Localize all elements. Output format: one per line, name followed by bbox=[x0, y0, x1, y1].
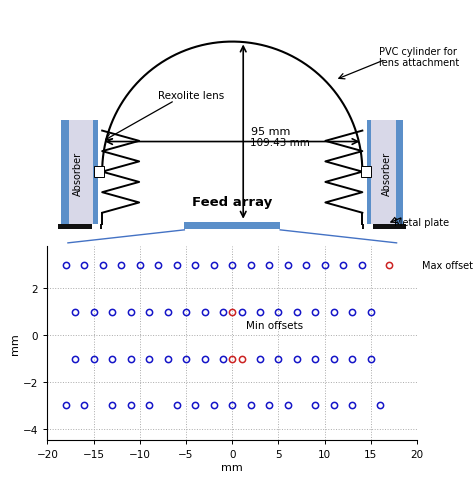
Text: Metal plate: Metal plate bbox=[394, 217, 449, 227]
Text: PVC cylinder for
lens attachment: PVC cylinder for lens attachment bbox=[379, 46, 459, 68]
Bar bbox=[61, 121, 69, 224]
Text: 95 mm: 95 mm bbox=[251, 127, 290, 137]
Text: Absorber: Absorber bbox=[382, 151, 392, 196]
Bar bbox=[184, 222, 280, 230]
Bar bbox=[361, 167, 371, 178]
Y-axis label: mm: mm bbox=[10, 333, 20, 354]
Bar bbox=[94, 167, 103, 178]
Bar bbox=[92, 224, 100, 233]
Text: 109.43 mm: 109.43 mm bbox=[250, 137, 310, 147]
Text: Min offsets: Min offsets bbox=[246, 320, 303, 330]
X-axis label: mm: mm bbox=[221, 462, 243, 472]
Bar bbox=[371, 121, 396, 224]
Bar bbox=[396, 121, 403, 224]
Text: Rexolite lens: Rexolite lens bbox=[158, 91, 224, 101]
Bar bbox=[365, 224, 373, 233]
Bar bbox=[367, 121, 371, 224]
Text: Max offset: Max offset bbox=[422, 260, 473, 271]
Text: Feed array: Feed array bbox=[192, 196, 273, 209]
Bar bbox=[69, 121, 93, 224]
Bar bbox=[58, 224, 102, 233]
Bar bbox=[93, 121, 98, 224]
Bar bbox=[362, 224, 406, 233]
Text: Absorber: Absorber bbox=[73, 151, 82, 196]
